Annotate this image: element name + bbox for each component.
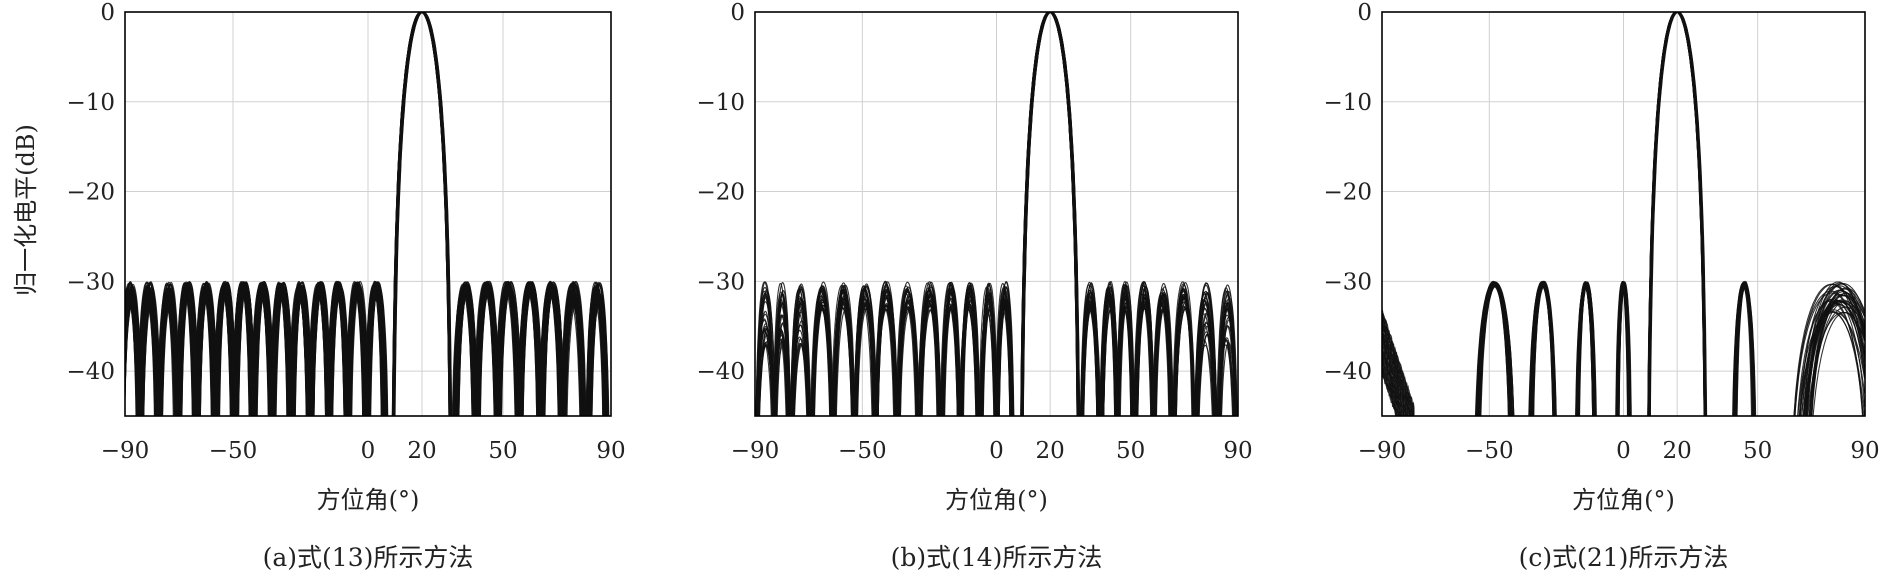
- x-tick-label: 90: [596, 438, 625, 464]
- x-tick-label: 0: [361, 438, 376, 464]
- x-tick-label: −90: [101, 438, 150, 464]
- y-tick-label: −40: [66, 359, 115, 385]
- pattern-curve: [1382, 12, 1865, 416]
- x-tick-label: 0: [989, 438, 1004, 464]
- x-axis-label: 方位角(°): [1572, 486, 1675, 514]
- panel-caption: (b)式(14)所示方法: [891, 543, 1103, 572]
- y-tick-label: −20: [1323, 180, 1372, 206]
- y-tick-label: −30: [1323, 269, 1372, 295]
- y-tick-label: 0: [1357, 0, 1372, 26]
- x-tick-label: 20: [407, 438, 436, 464]
- y-tick-label: −40: [696, 359, 745, 385]
- chart-panel-a: −90 −50 0 20 50 90 0 −10 −20 −30 −40 方位角(°) (a)式(13)…: [66, 0, 625, 572]
- x-tick-label: 20: [1663, 438, 1692, 464]
- x-tick-label: −50: [209, 438, 258, 464]
- panel-caption: (a)式(13)所示方法: [263, 543, 474, 572]
- y-tick-label: 0: [100, 0, 115, 26]
- x-tick-label: 90: [1850, 438, 1879, 464]
- y-tick-label: −30: [696, 269, 745, 295]
- panel-caption: (c)式(21)所示方法: [1519, 543, 1729, 572]
- plot-frame: [124, 11, 612, 417]
- y-axis-label: 归一化电平(dB): [12, 124, 40, 296]
- y-tick-label: 0: [730, 0, 745, 26]
- pattern-curve: [1382, 12, 1865, 416]
- grid: [1381, 11, 1866, 416]
- x-tick-label: 0: [1616, 438, 1631, 464]
- y-tick-label: −20: [66, 180, 115, 206]
- pattern-curves: [1382, 12, 1865, 416]
- pattern-curve: [758, 12, 1237, 416]
- y-tick-label: −10: [1323, 90, 1372, 116]
- y-tick-label: −10: [696, 90, 745, 116]
- x-tick-label: −50: [838, 438, 887, 464]
- x-tick-label: 50: [1116, 438, 1145, 464]
- pattern-curve: [125, 12, 609, 416]
- x-axis-label: 方位角(°): [945, 486, 1048, 514]
- x-tick-label: 20: [1036, 438, 1065, 464]
- y-tick-label: −40: [1323, 359, 1372, 385]
- x-tick-label: −50: [1465, 438, 1514, 464]
- y-tick-label: −30: [66, 269, 115, 295]
- pattern-curve: [755, 12, 1234, 416]
- x-tick-label: 50: [488, 438, 517, 464]
- x-tick-label: −90: [731, 438, 780, 464]
- pattern-curves: [755, 12, 1238, 416]
- pattern-curve: [125, 12, 609, 416]
- x-tick-label: 90: [1223, 438, 1252, 464]
- plot-frame: [754, 11, 1239, 417]
- x-tick-label: −90: [1358, 438, 1407, 464]
- chart-panel-b: −90 −50 0 20 50 90 0 −10 −20 −30 −40 方位角(°) (b)式(14)…: [696, 0, 1252, 572]
- y-tick-label: −20: [696, 180, 745, 206]
- x-tick-label: 50: [1743, 438, 1772, 464]
- pattern-curve: [125, 12, 608, 416]
- plot-frame: [1381, 11, 1866, 417]
- x-axis-label: 方位角(°): [317, 486, 420, 514]
- chart-panel-c: −90 −50 0 20 50 90 0 −10 −20 −30 −40 方位角(°) (c)式(21)…: [1323, 0, 1879, 572]
- pattern-curves: [125, 12, 610, 416]
- y-tick-label: −10: [66, 90, 115, 116]
